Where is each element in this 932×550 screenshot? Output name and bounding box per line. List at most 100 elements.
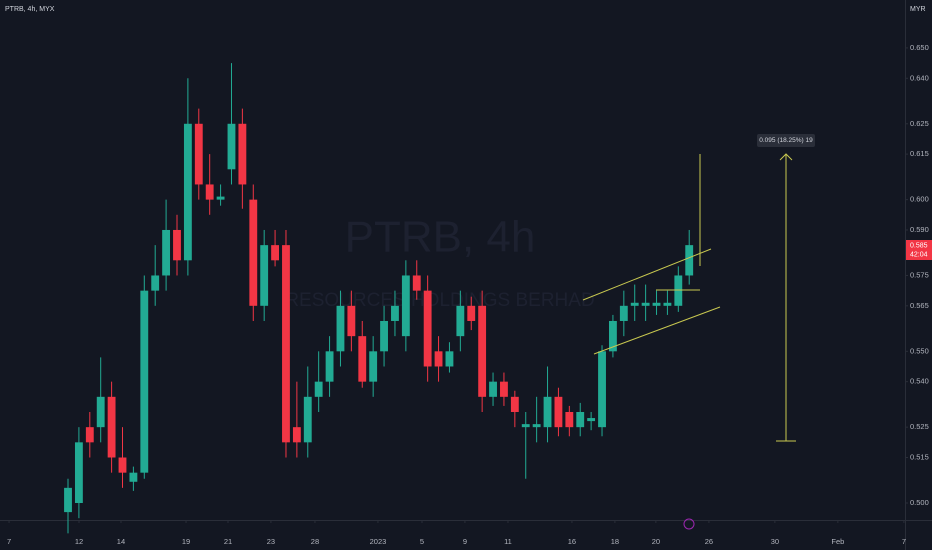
y-tick-label: 0.525 xyxy=(910,422,929,431)
x-tick-label: 2023 xyxy=(370,537,387,546)
candle-body xyxy=(85,427,94,443)
x-tick-label: 7 xyxy=(7,537,11,546)
last-price: 0.585 xyxy=(910,242,928,249)
x-tick-label: 18 xyxy=(611,537,619,546)
candle-body xyxy=(554,396,563,428)
candle-body xyxy=(194,123,203,185)
x-tick-label: 16 xyxy=(568,537,576,546)
candle-body xyxy=(118,457,127,473)
y-tick-label: 0.590 xyxy=(910,225,929,234)
candle-body xyxy=(609,320,617,352)
chart-title: PTRB, 4h, MYX xyxy=(5,6,55,13)
candle-body xyxy=(216,196,225,200)
candle-body xyxy=(380,320,388,352)
candle-body xyxy=(391,305,399,321)
channel-lower xyxy=(593,306,721,355)
candle-body xyxy=(576,411,585,428)
x-tick-label: 23 xyxy=(267,537,275,546)
x-tick-label: 12 xyxy=(75,537,83,546)
candle-body xyxy=(369,351,378,382)
candle-body xyxy=(467,305,476,321)
candle-body xyxy=(434,351,443,367)
y-tick-label: 0.640 xyxy=(910,73,929,82)
candle-body xyxy=(96,396,105,428)
countdown: 42:04 xyxy=(910,251,928,258)
candle-body xyxy=(227,123,236,170)
candle-body xyxy=(423,290,432,367)
candle-body xyxy=(303,396,312,443)
event-icon[interactable] xyxy=(683,518,695,530)
candle-body xyxy=(543,396,552,428)
y-tick-label: 0.550 xyxy=(910,346,929,355)
candle-body xyxy=(445,351,454,367)
x-tick-label: 30 xyxy=(771,537,779,546)
candle-body xyxy=(162,229,171,276)
candle-body xyxy=(641,302,650,306)
candle-body xyxy=(510,396,519,412)
x-tick-label: 26 xyxy=(705,537,713,546)
x-tick-label: 11 xyxy=(504,537,512,546)
candle-body xyxy=(521,424,530,428)
candle-body xyxy=(663,302,672,306)
watermark: PTRB, 4h xyxy=(345,213,536,262)
candle-body xyxy=(619,305,628,321)
y-tick-label: 0.540 xyxy=(910,377,929,386)
candle-body xyxy=(205,184,214,200)
last-price-box xyxy=(906,240,932,260)
measure-arrow xyxy=(779,153,793,161)
candle-body xyxy=(489,381,497,397)
candle-body xyxy=(358,336,367,382)
candle-body xyxy=(565,411,574,428)
candle-body xyxy=(674,275,683,306)
x-tick-label: Feb xyxy=(831,537,844,546)
watermark-subtitle: RESOURCES HOLDINGS BERHAD xyxy=(285,290,594,311)
candle-body xyxy=(260,245,269,306)
channel-upper xyxy=(582,248,712,301)
candle-body xyxy=(183,123,192,261)
candle-body xyxy=(107,396,116,458)
candle-body xyxy=(271,245,279,261)
candle-body xyxy=(238,123,247,185)
candle-body xyxy=(336,305,345,352)
y-tick-label: 0.615 xyxy=(910,149,929,158)
candle-body xyxy=(401,275,410,337)
candle-body xyxy=(347,305,356,337)
candle-body xyxy=(532,424,541,428)
y-tick-label: 0.515 xyxy=(910,452,929,461)
y-tick-label: 0.500 xyxy=(910,498,929,507)
candle-body xyxy=(630,302,639,306)
currency: MYR xyxy=(910,6,926,13)
x-tick-label: 21 xyxy=(224,537,232,546)
x-tick-label: 28 xyxy=(311,537,319,546)
candle-body xyxy=(129,472,138,482)
candle-body xyxy=(456,305,465,337)
candle-body xyxy=(282,245,290,443)
candle-body xyxy=(325,351,334,382)
candle-body xyxy=(140,290,149,473)
candle-body xyxy=(249,199,258,306)
candle-body xyxy=(598,351,606,428)
x-tick-label: 5 xyxy=(420,537,424,546)
candle-body xyxy=(64,487,72,513)
candle-body xyxy=(685,245,694,276)
x-tick-label: 7 xyxy=(902,537,906,546)
candle-body xyxy=(652,302,661,306)
x-tick-label: 20 xyxy=(652,537,660,546)
candle-body xyxy=(292,427,301,443)
y-tick-label: 0.625 xyxy=(910,119,929,128)
candles xyxy=(64,63,694,534)
candle-body xyxy=(412,275,421,291)
x-tick-label: 14 xyxy=(117,537,125,546)
candle-body xyxy=(500,381,508,397)
x-tick-label: 9 xyxy=(463,537,467,546)
candle-body xyxy=(151,275,160,291)
measure-box xyxy=(757,134,815,147)
y-tick-label: 0.650 xyxy=(910,43,929,52)
y-tick-label: 0.600 xyxy=(910,195,929,204)
measure-label: 0.095 (18.25%) 19 xyxy=(759,137,813,144)
y-tick-label: 0.575 xyxy=(910,270,929,279)
drawings xyxy=(582,153,796,442)
